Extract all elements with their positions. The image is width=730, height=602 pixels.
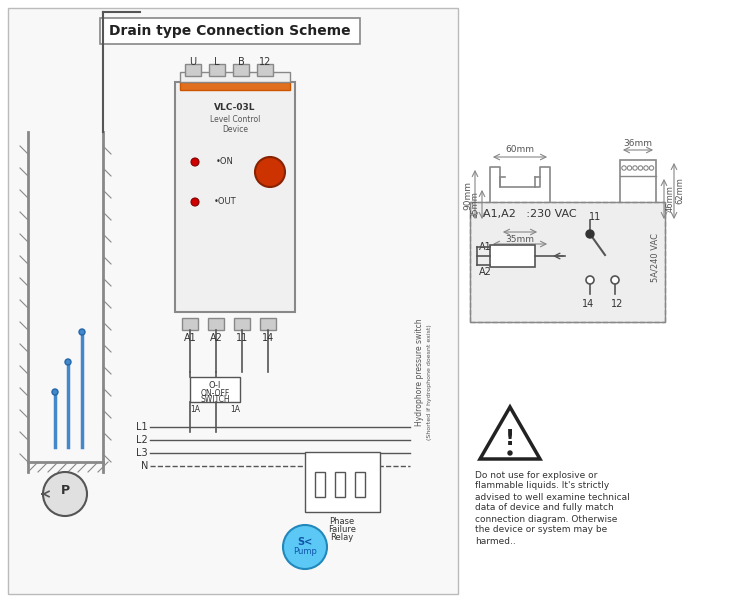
Text: B: B	[238, 57, 245, 67]
Text: 5A/240 VAC: 5A/240 VAC	[650, 232, 659, 282]
Bar	[100, 18, 360, 44]
Text: A2: A2	[479, 267, 491, 277]
Text: L3: L3	[137, 448, 148, 458]
Text: 1A: 1A	[190, 406, 200, 415]
Text: the device or system may be: the device or system may be	[475, 526, 607, 535]
Text: L: L	[214, 57, 220, 67]
Text: 12: 12	[259, 57, 271, 67]
Circle shape	[586, 276, 594, 284]
Bar	[234, 318, 250, 330]
Text: Level Control: Level Control	[210, 116, 260, 125]
Bar	[315, 472, 325, 497]
Bar	[620, 160, 656, 222]
Bar	[180, 72, 290, 82]
Circle shape	[52, 389, 58, 395]
Text: Hydrophore pressure switch: Hydrophore pressure switch	[415, 318, 425, 426]
Text: 35mm: 35mm	[471, 191, 480, 219]
Text: Drain type Connection Scheme: Drain type Connection Scheme	[110, 24, 351, 38]
Text: A1: A1	[479, 242, 491, 252]
Text: O-I: O-I	[209, 380, 221, 389]
Bar	[182, 318, 198, 330]
Bar	[260, 318, 276, 330]
Text: connection diagram. Otherwise: connection diagram. Otherwise	[475, 515, 618, 524]
Text: 90mm: 90mm	[464, 181, 472, 209]
Bar	[185, 64, 201, 76]
Circle shape	[283, 525, 327, 569]
Bar	[335, 472, 345, 497]
Text: advised to well examine technical: advised to well examine technical	[475, 492, 630, 501]
Circle shape	[255, 157, 285, 187]
Text: A2: A2	[210, 333, 223, 343]
Bar	[209, 64, 225, 76]
Bar	[490, 245, 535, 267]
Bar	[257, 64, 273, 76]
Text: harmed..: harmed..	[475, 536, 516, 545]
Text: SWITCH: SWITCH	[200, 394, 230, 403]
Text: 1A: 1A	[230, 406, 240, 415]
Text: 35mm: 35mm	[505, 235, 534, 243]
Text: 60mm: 60mm	[505, 146, 534, 155]
Circle shape	[79, 329, 85, 335]
Text: U: U	[190, 57, 196, 67]
Circle shape	[586, 230, 594, 238]
Bar	[180, 82, 290, 90]
Text: Device: Device	[222, 125, 248, 134]
Text: •OUT: •OUT	[214, 197, 237, 206]
Text: A1,A2   :230 VAC: A1,A2 :230 VAC	[483, 209, 577, 219]
Text: 14: 14	[262, 333, 274, 343]
Bar	[305, 452, 380, 512]
Text: data of device and fully match: data of device and fully match	[475, 503, 614, 512]
Bar	[175, 82, 295, 312]
Text: Failure: Failure	[328, 526, 356, 535]
Text: N: N	[141, 461, 148, 471]
Circle shape	[65, 359, 71, 365]
Bar	[30, 292, 101, 462]
Text: 11: 11	[236, 333, 248, 343]
Bar	[470, 202, 665, 322]
Text: S<: S<	[297, 537, 312, 547]
Text: flammable liquids. It's strictly: flammable liquids. It's strictly	[475, 482, 610, 491]
Text: Relay: Relay	[331, 533, 353, 542]
Text: 11: 11	[589, 212, 601, 222]
Text: Pump: Pump	[293, 547, 317, 556]
Bar	[355, 472, 365, 497]
Text: A1: A1	[184, 333, 196, 343]
Circle shape	[611, 276, 619, 284]
Bar	[208, 318, 224, 330]
Text: (Shorted if hydrophone doesnt exist): (Shorted if hydrophone doesnt exist)	[428, 324, 432, 440]
Text: 12: 12	[611, 299, 623, 309]
Circle shape	[43, 472, 87, 516]
Bar	[233, 64, 249, 76]
Text: Phase: Phase	[329, 518, 355, 527]
Text: L1: L1	[137, 422, 148, 432]
Circle shape	[191, 198, 199, 206]
Bar	[470, 202, 665, 322]
Circle shape	[191, 158, 199, 166]
Circle shape	[508, 451, 512, 455]
Text: 14: 14	[582, 299, 594, 309]
Bar	[8, 8, 458, 594]
Text: Do not use for explosive or: Do not use for explosive or	[475, 471, 597, 480]
Polygon shape	[480, 407, 540, 459]
Bar	[190, 377, 240, 402]
Text: 36mm: 36mm	[623, 138, 653, 147]
Text: 48mm: 48mm	[506, 247, 534, 256]
Text: 62mm: 62mm	[675, 178, 685, 205]
Text: ON-OFF: ON-OFF	[200, 388, 230, 397]
Text: P: P	[61, 483, 69, 497]
Text: 46mm: 46mm	[666, 185, 675, 213]
Text: VLC-03L: VLC-03L	[214, 102, 256, 111]
Text: •ON: •ON	[216, 158, 234, 167]
Text: L2: L2	[137, 435, 148, 445]
Text: !: !	[505, 429, 515, 449]
